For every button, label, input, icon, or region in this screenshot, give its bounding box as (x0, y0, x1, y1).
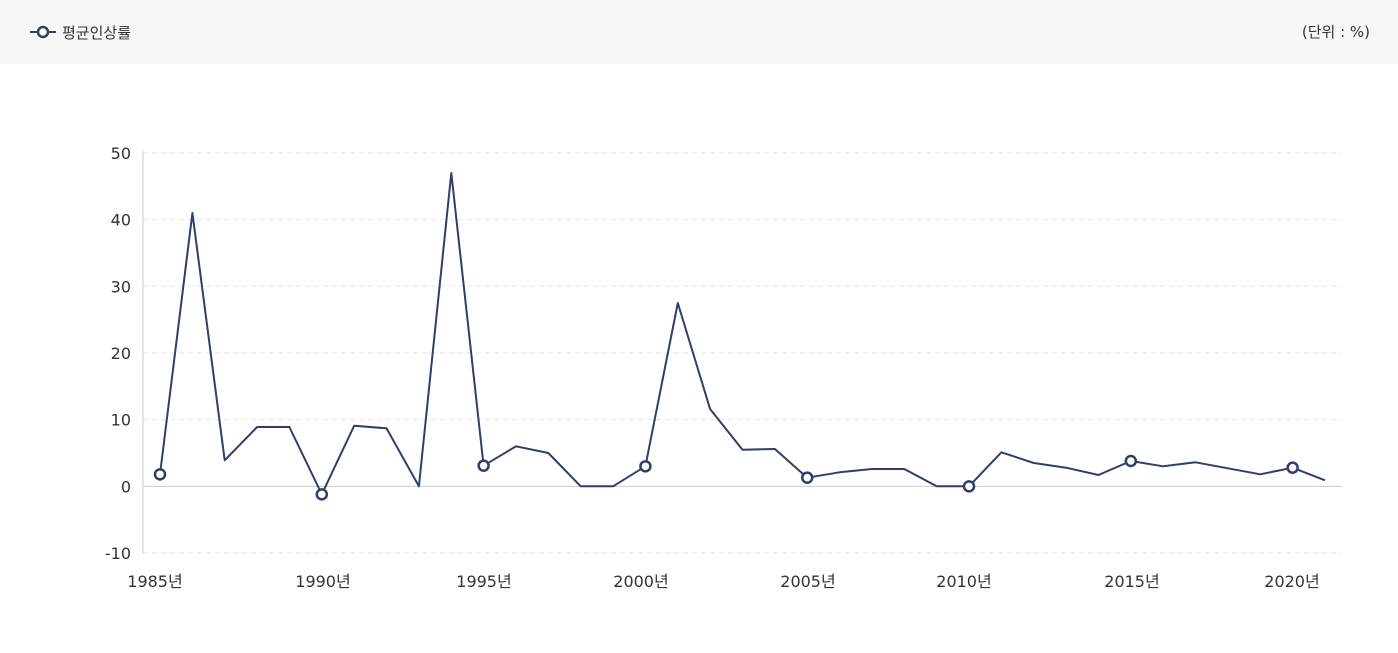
x-tick-label: 2005년 (780, 572, 835, 591)
legend[interactable]: 평균인상률 (30, 20, 131, 44)
data-point-marker[interactable] (153, 468, 167, 481)
y-tick-label: 10 (111, 411, 131, 430)
data-point-marker[interactable] (315, 488, 329, 501)
x-tick-label: 2015년 (1104, 572, 1159, 591)
legend-line-marker-icon (30, 25, 56, 39)
data-point-marker[interactable] (1124, 454, 1138, 468)
series-line-평균인상률 (159, 172, 1326, 496)
grid-layer (143, 152, 1342, 554)
y-tick-label: 0 (121, 477, 131, 496)
unit-label: (단위 : %) (1301, 23, 1370, 41)
data-point-marker[interactable] (1286, 461, 1299, 474)
x-tick-label: 2000년 (613, 572, 668, 591)
x-tick-label: 1995년 (456, 572, 511, 591)
data-point-marker[interactable] (800, 471, 814, 484)
x-tick-label: 1985년 (127, 572, 182, 591)
series-layer (153, 172, 1326, 501)
y-tick-label: 40 (111, 211, 131, 230)
data-point-marker[interactable] (962, 480, 976, 493)
y-tick-label: 30 (111, 277, 131, 296)
y-tick-label: -10 (105, 544, 131, 563)
chart-header: 평균인상률 (단위 : %) (0, 0, 1398, 64)
label-layer: -10 0 10 20 30 40 50 1985년 1990년 1995년 2000년 2005년 2… (105, 144, 1320, 591)
data-point-marker[interactable] (477, 459, 490, 472)
y-tick-label: 50 (111, 144, 131, 163)
line-chart: -10 0 10 20 30 40 50 1985년 1990년 1995년 2000년 2005년 2… (105, 144, 1342, 591)
x-tick-label: 2010년 (936, 572, 991, 591)
x-tick-label: 2020년 (1264, 572, 1319, 591)
axis-layer (142, 151, 1342, 553)
x-tick-label: 1990년 (295, 572, 350, 591)
y-tick-label: 20 (111, 344, 131, 363)
legend-label: 평균인상률 (62, 23, 132, 42)
data-point-marker[interactable] (639, 460, 652, 473)
